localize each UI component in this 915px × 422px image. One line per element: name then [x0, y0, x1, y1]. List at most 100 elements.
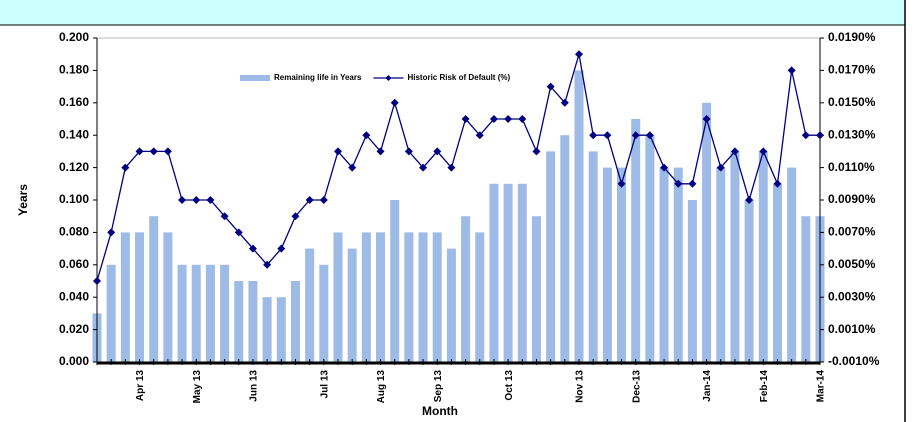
- x-tick-label: Jan-14: [702, 370, 713, 402]
- bar: [787, 167, 797, 362]
- marker: [121, 163, 130, 172]
- y-tick-label: 0.080: [59, 225, 89, 239]
- marker: [631, 131, 640, 140]
- bar: [531, 216, 541, 362]
- bar: [687, 200, 697, 362]
- x-tick-label: Sep 13: [433, 370, 444, 403]
- bar: [376, 232, 386, 362]
- bar: [645, 135, 655, 362]
- marker: [376, 147, 385, 156]
- marker: [447, 163, 456, 172]
- y2-tick-label: 0.0150%: [828, 95, 876, 109]
- line: [96, 54, 820, 282]
- marker: [603, 131, 612, 140]
- marker: [93, 277, 101, 285]
- marker: [816, 131, 824, 140]
- bar: [730, 151, 740, 362]
- bar: [560, 135, 570, 362]
- bar: [248, 281, 258, 362]
- marker: [518, 115, 527, 123]
- bar: [234, 281, 244, 362]
- bar: [390, 200, 400, 362]
- bar: [149, 216, 159, 362]
- marker: [107, 228, 116, 237]
- bar: [106, 264, 116, 362]
- marker: [716, 163, 725, 172]
- marker: [334, 147, 342, 156]
- x-tick-label: Feb-14: [759, 370, 770, 403]
- y2-tick-label: 0.0030%: [828, 289, 876, 303]
- bar: [163, 232, 173, 362]
- y-tick-label: 0.200: [59, 30, 89, 44]
- y-tick-label: 0.180: [59, 63, 89, 77]
- legend-label: Remaining life in Years: [274, 73, 362, 82]
- marker: [149, 147, 158, 156]
- y-axis-title: Years: [16, 184, 30, 216]
- x-tick-label: Mar-14: [816, 370, 827, 403]
- marker: [589, 131, 598, 140]
- bar: [602, 167, 612, 362]
- marker: [532, 147, 541, 156]
- bar: [205, 264, 215, 362]
- bar: [588, 151, 598, 362]
- bar: [546, 151, 556, 362]
- bar: [290, 281, 300, 362]
- marker: [730, 147, 739, 156]
- marker: [263, 260, 272, 269]
- marker: [617, 179, 626, 188]
- marker: [319, 196, 328, 204]
- bar: [503, 183, 513, 362]
- legend-marker: [385, 75, 392, 81]
- marker: [277, 244, 286, 253]
- x-tick-label: Oct 13: [504, 370, 515, 401]
- marker: [291, 212, 300, 221]
- marker: [546, 82, 555, 91]
- marker: [745, 196, 754, 204]
- x-tick-label: Nov 13: [575, 370, 586, 403]
- marker: [192, 196, 201, 204]
- y-tick-label: 0.140: [59, 127, 89, 141]
- top-band: [0, 0, 905, 25]
- bar: [135, 232, 145, 362]
- y2-tick-label: 0.0130%: [828, 127, 876, 141]
- y-tick-label: 0.020: [59, 322, 89, 336]
- bar: [702, 102, 712, 363]
- bar: [333, 232, 343, 362]
- bar: [177, 264, 187, 362]
- bar: [475, 232, 485, 362]
- marker: [575, 50, 583, 59]
- y-tick-label: 0.000: [59, 354, 89, 368]
- bar: [319, 264, 329, 362]
- bar: [120, 232, 130, 362]
- x-tick-label: Aug 13: [376, 370, 387, 404]
- marker: [163, 147, 172, 156]
- bar: [361, 232, 371, 362]
- y2-tick-label: -0.0010%: [828, 354, 880, 368]
- y-tick-label: 0.040: [59, 289, 89, 303]
- y-tick-label: 0.060: [59, 257, 89, 271]
- bar: [517, 183, 527, 362]
- marker: [220, 212, 229, 221]
- marker: [135, 147, 144, 156]
- bar: [404, 232, 414, 362]
- marker: [688, 179, 697, 188]
- bar: [801, 216, 811, 362]
- bar: [744, 200, 754, 362]
- marker: [348, 163, 357, 172]
- marker: [489, 115, 498, 123]
- marker: [674, 179, 683, 188]
- x-tick-label: May 13: [192, 370, 203, 404]
- bar: [432, 232, 442, 362]
- x-tick-label: Dec-13: [631, 370, 642, 403]
- y2-tick-label: 0.0090%: [828, 192, 876, 206]
- marker: [759, 147, 768, 156]
- bar: [673, 167, 683, 362]
- marker: [461, 115, 470, 123]
- legend-swatch: [240, 75, 270, 81]
- bar: [191, 264, 201, 362]
- marker: [248, 244, 257, 253]
- marker: [390, 98, 399, 107]
- marker: [801, 131, 810, 140]
